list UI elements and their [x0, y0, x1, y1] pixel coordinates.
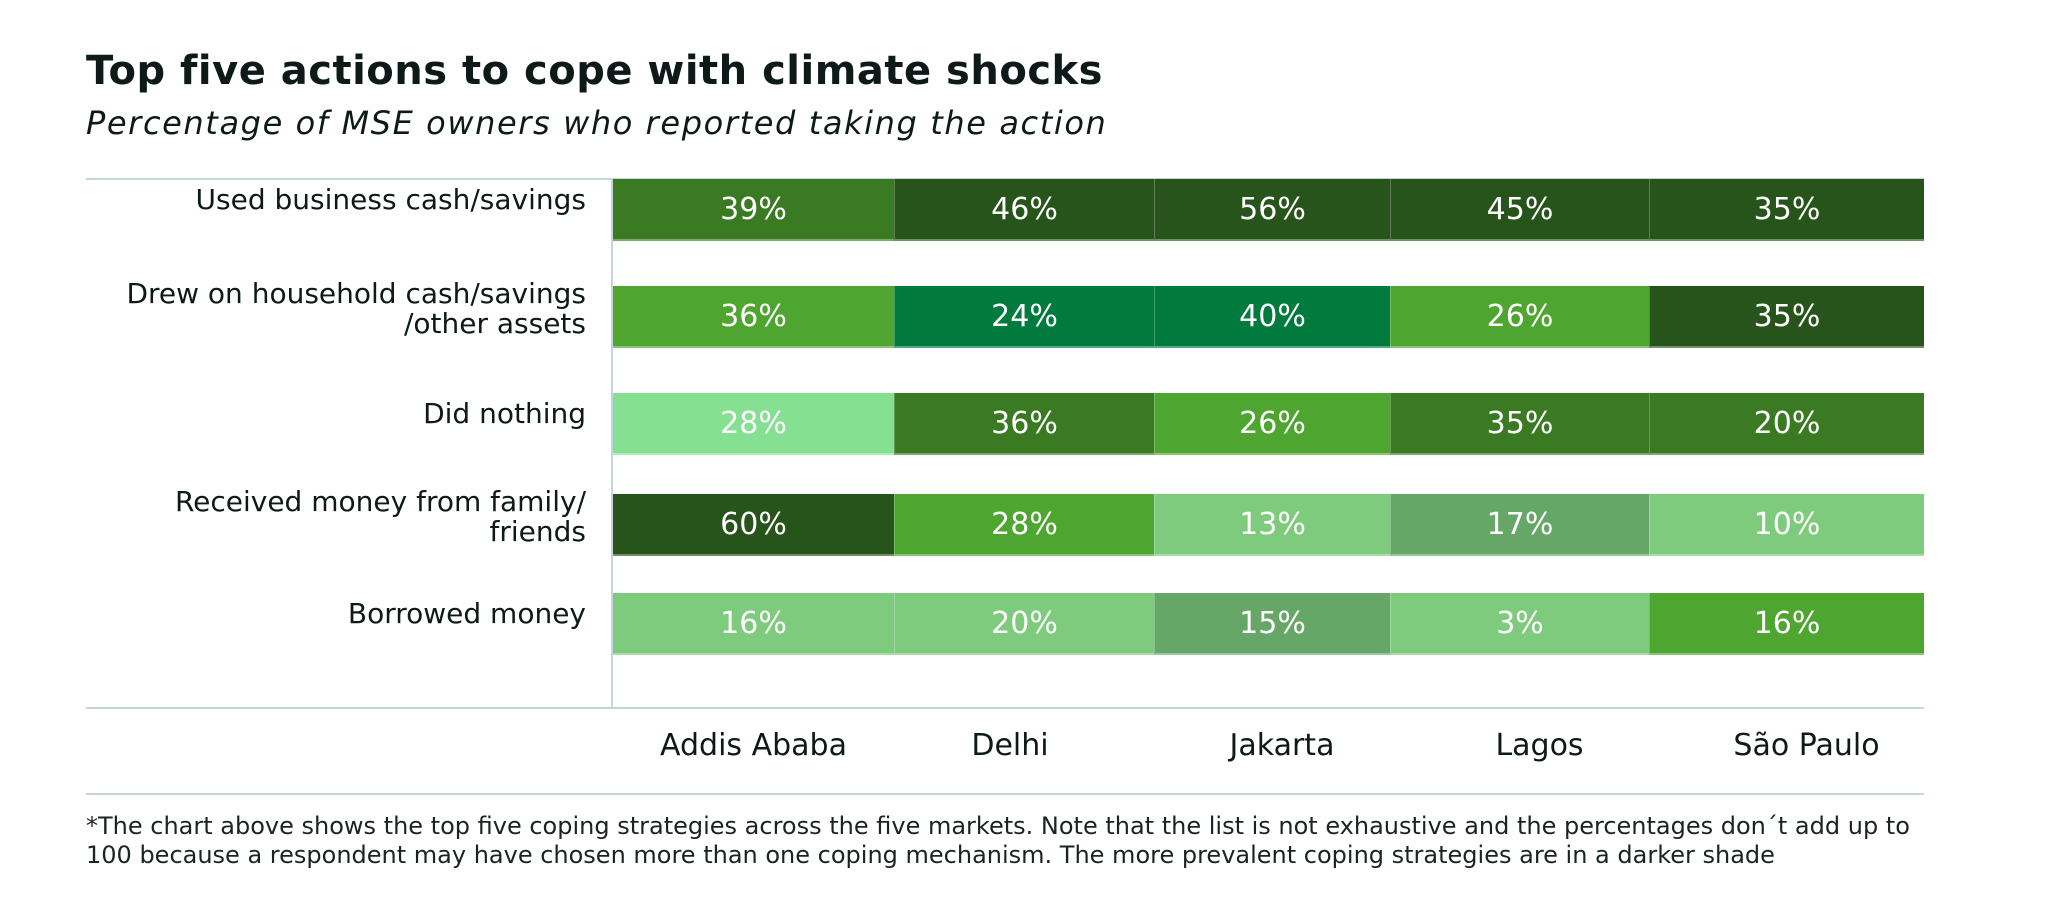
heatmap-cell: 26%: [1390, 286, 1649, 348]
row-label-box: Used business cash/savings: [86, 179, 586, 241]
heatmap-cell: 3%: [1390, 593, 1649, 655]
heatmap-cell: 40%: [1154, 286, 1390, 348]
row-label-box: Drew on household cash/savings /other as…: [86, 279, 586, 348]
cell-value-label: 35%: [1753, 191, 1821, 227]
heatmap-cell: 16%: [1649, 593, 1924, 655]
heatmap-cell: 39%: [613, 179, 894, 241]
cell-value-label: 10%: [1753, 506, 1821, 542]
cell-value-label: 16%: [720, 605, 787, 641]
heatmap-cell: 46%: [894, 179, 1154, 241]
heatmap-cell: 17%: [1390, 494, 1649, 556]
x-tick-label: Addis Ababa: [660, 728, 847, 763]
row-label: Borrowed money: [347, 597, 586, 630]
row-label: Did nothing: [423, 397, 586, 430]
heatmap-cell: 36%: [894, 393, 1154, 455]
cell-value-label: 36%: [720, 298, 787, 334]
heatmap-cell: 35%: [1649, 286, 1924, 348]
cell-value-label: 35%: [1486, 405, 1554, 441]
heatmap-cell: 60%: [613, 494, 894, 556]
cell-value-label: 45%: [1486, 191, 1554, 227]
cell-value-label: 16%: [1753, 605, 1821, 641]
chart-subtitle: Percentage of MSE owners who reported ta…: [86, 104, 1108, 142]
heatmap-cell: 28%: [894, 494, 1154, 556]
row-label: Used business cash/savings: [195, 183, 586, 216]
heatmap-cell: 15%: [1154, 593, 1390, 655]
cell-value-label: 36%: [991, 405, 1058, 441]
heatmap-cell: 56%: [1154, 179, 1390, 241]
row-label-box: Did nothing: [86, 393, 586, 455]
heatmap-cell: 26%: [1154, 393, 1390, 455]
x-tick-label: Lagos: [1495, 728, 1584, 763]
heatmap-cell: 10%: [1649, 494, 1924, 556]
cell-value-label: 17%: [1486, 506, 1554, 542]
cell-value-label: 35%: [1753, 298, 1821, 334]
cell-value-label: 20%: [1753, 405, 1821, 441]
cell-value-label: 28%: [720, 405, 787, 441]
cell-value-label: 24%: [991, 298, 1058, 334]
heatmap-cell: 13%: [1154, 494, 1390, 556]
cell-value-label: 46%: [991, 191, 1058, 227]
x-tick-label: São Paulo: [1733, 728, 1880, 763]
heatmap-cell: 35%: [1390, 393, 1649, 455]
row-label-box: Received money from family/ friends: [86, 487, 586, 556]
axis-rule: [86, 707, 1924, 709]
heatmap-cell: 16%: [613, 593, 894, 655]
heatmap-cell: 20%: [894, 593, 1154, 655]
cell-value-label: 13%: [1239, 506, 1306, 542]
cell-value-label: 28%: [991, 506, 1058, 542]
heatmap-cell: 28%: [613, 393, 894, 455]
heatmap-cell: 20%: [1649, 393, 1924, 455]
footnote: *The chart above shows the top five copi…: [86, 812, 1910, 869]
chart-title: Top five actions to cope with climate sh…: [86, 48, 1103, 94]
row-label: Drew on household cash/savings /other as…: [126, 277, 586, 340]
cell-value-label: 3%: [1496, 605, 1544, 641]
heatmap-cell: 45%: [1390, 179, 1649, 241]
cell-value-label: 15%: [1239, 605, 1306, 641]
cell-value-label: 39%: [720, 191, 787, 227]
heatmap-cell: 35%: [1649, 179, 1924, 241]
cell-value-label: 60%: [720, 506, 787, 542]
x-tick-label: Delhi: [971, 728, 1049, 763]
heatmap-cell: 36%: [613, 286, 894, 348]
row-label: Received money from family/ friends: [174, 485, 586, 548]
row-label-box: Borrowed money: [86, 593, 586, 655]
cell-value-label: 56%: [1239, 191, 1306, 227]
x-tick-label: Jakarta: [1229, 728, 1335, 763]
bottom-rule: [86, 793, 1924, 795]
cell-value-label: 26%: [1486, 298, 1554, 334]
cell-value-label: 40%: [1239, 298, 1306, 334]
heatmap-cell: 24%: [894, 286, 1154, 348]
cell-value-label: 20%: [991, 605, 1058, 641]
cell-value-label: 26%: [1239, 405, 1306, 441]
y-axis-rule: [611, 178, 613, 707]
